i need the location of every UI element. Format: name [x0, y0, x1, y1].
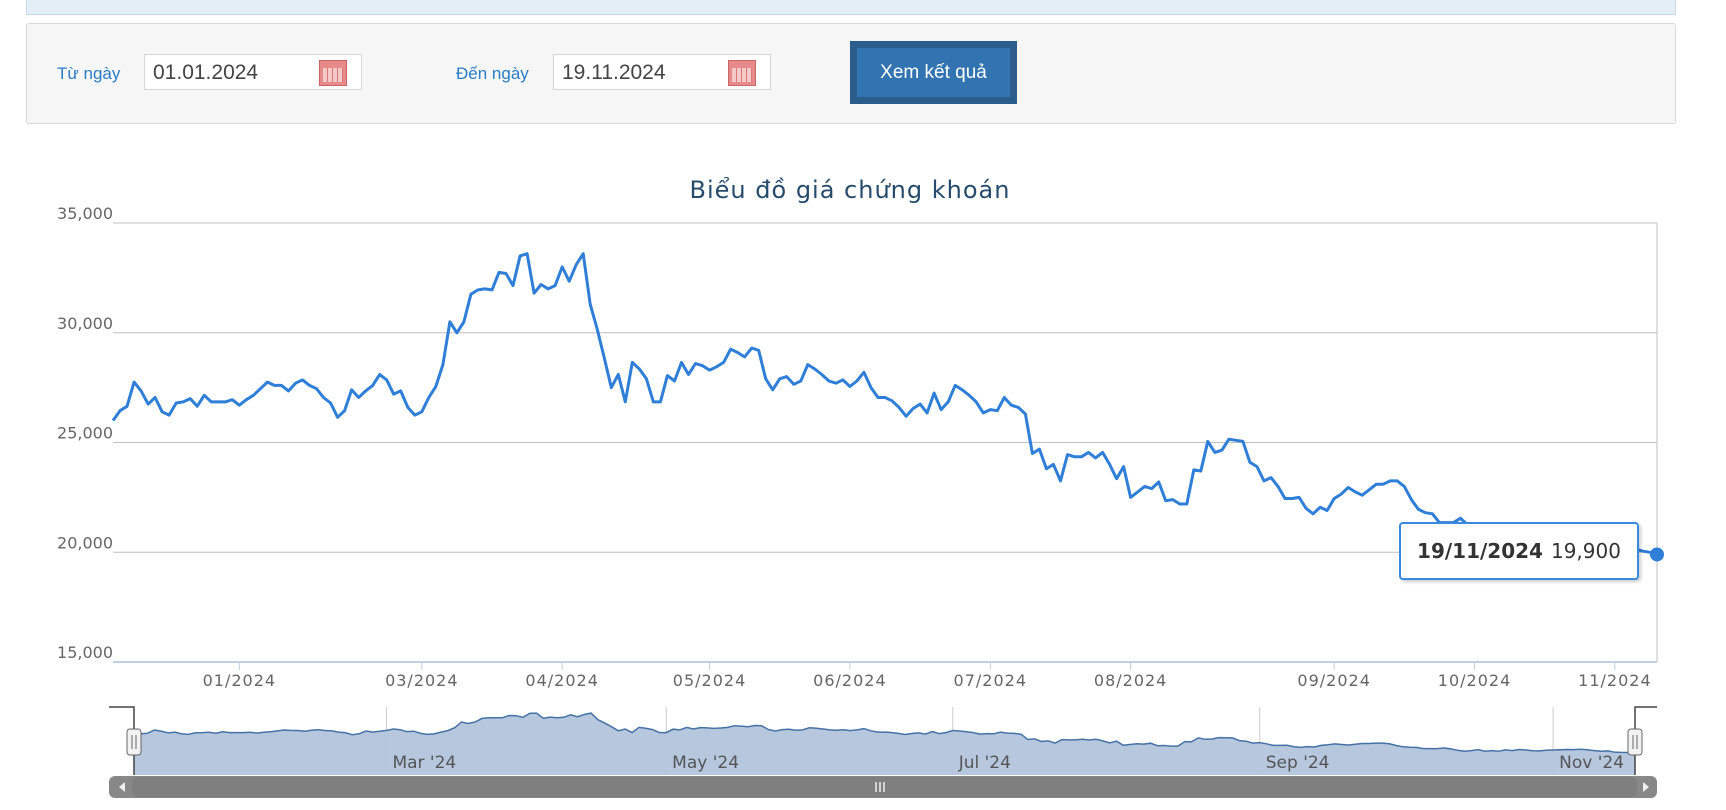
from-date-field[interactable] [144, 54, 362, 90]
x-tick-label: 04/2024 [525, 671, 598, 690]
x-tick-label: 03/2024 [385, 671, 458, 690]
y-tick-label: 20,000 [57, 533, 113, 552]
from-date-label: Từ ngày [57, 64, 121, 83]
scrollbar-grip-icon [875, 782, 885, 792]
calendar-icon[interactable] [319, 60, 347, 86]
x-tick-label: 05/2024 [673, 671, 746, 690]
x-tick-label: 10/2024 [1438, 671, 1511, 690]
navigator-line [133, 712, 1636, 754]
y-tick-label: 25,000 [57, 424, 113, 443]
navigator-area [134, 713, 1635, 775]
navigator-tick-label: May '24 [672, 753, 739, 773]
y-tick-label: 15,000 [57, 643, 113, 662]
y-tick-label: 30,000 [57, 314, 113, 333]
navigator-handle [126, 728, 142, 756]
to-date-input[interactable] [560, 60, 724, 86]
navigator[interactable]: Mar '24 May '24 Jul '24 Sep '24 Nov '24 [109, 706, 1657, 798]
price-series-line [111, 252, 1658, 556]
scroll-left-arrow-icon [119, 782, 125, 792]
navigator-tick-label: Nov '24 [1559, 753, 1624, 773]
info-strip [26, 0, 1676, 15]
chart-title: Biểu đồ giá chứng khoán [690, 176, 1011, 204]
handle-grip-icon [131, 735, 137, 749]
tooltip-value: 19,900 [1550, 539, 1621, 563]
x-tick-label: 06/2024 [813, 671, 886, 690]
hover-point-marker [1650, 547, 1664, 562]
to-date-field[interactable] [553, 54, 771, 90]
x-tick-label: 08/2024 [1094, 671, 1167, 690]
view-results-button[interactable]: Xem kết quả [850, 41, 1017, 104]
y-tick-label: 35,000 [57, 204, 113, 223]
tooltip: 19/11/2024 19,900 [1399, 522, 1639, 580]
navigator-handle [1627, 728, 1643, 756]
scroll-right-arrow-icon [1643, 782, 1649, 792]
navigator-tick-label: Mar '24 [392, 753, 456, 773]
x-tick-label: 09/2024 [1297, 671, 1370, 690]
calendar-icon[interactable] [728, 60, 756, 86]
from-date-input[interactable] [151, 60, 315, 86]
to-date-label: Đến ngày [456, 64, 529, 83]
x-tick-label: 07/2024 [954, 671, 1027, 690]
navigator-tick-label: Sep '24 [1266, 753, 1330, 773]
handle-grip-icon [1632, 735, 1638, 749]
tooltip-date: 19/11/2024 [1417, 539, 1543, 563]
x-tick-label: 01/2024 [203, 671, 276, 690]
navigator-tick-label: Jul '24 [958, 753, 1011, 773]
x-tick-label: 11/2024 [1578, 671, 1651, 690]
